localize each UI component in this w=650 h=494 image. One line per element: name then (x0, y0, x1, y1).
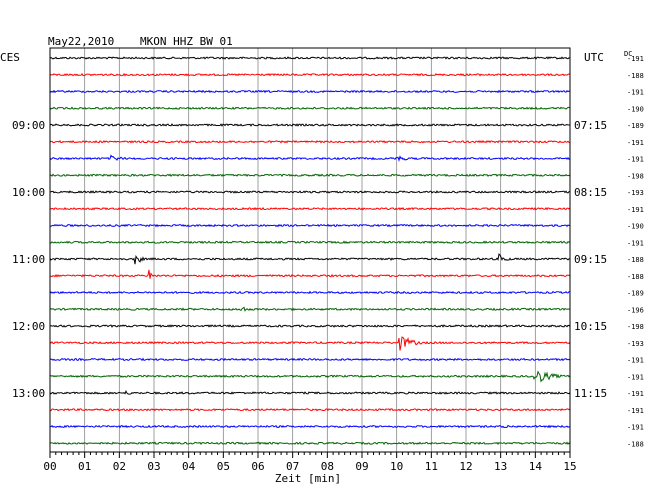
x-tick-label: 08 (321, 460, 334, 473)
utc-hour-label: 08:15 (574, 186, 607, 199)
trace-line (49, 441, 571, 446)
trace-line (49, 290, 571, 295)
trace-line (49, 56, 571, 60)
dc-value: -190 (627, 105, 644, 113)
trace-line (49, 140, 571, 144)
trace-line (49, 190, 571, 194)
trace-line (50, 424, 571, 429)
dc-value: -191 (627, 424, 644, 432)
local-hour-label: 12:00 (12, 320, 45, 333)
local-hour-label: 11:00 (12, 253, 45, 266)
x-tick-label: 15 (563, 460, 576, 473)
x-tick-label: 13 (494, 460, 507, 473)
dc-value: -196 (627, 306, 644, 314)
trace-line (49, 324, 571, 328)
dc-value: -189 (627, 122, 644, 130)
dc-value: -190 (627, 223, 644, 231)
utc-zone-label: UTC (584, 51, 604, 64)
station-label: MKON HHZ BW 01 (140, 35, 233, 48)
date-label: May22,2010 (48, 35, 114, 48)
x-tick-label: 00 (43, 460, 56, 473)
x-tick-label: 10 (390, 460, 403, 473)
utc-hour-label: 09:15 (574, 253, 607, 266)
dc-value: -188 (627, 273, 644, 281)
trace-line (49, 336, 571, 351)
utc-hour-label: 11:15 (574, 387, 607, 400)
dc-value: -188 (627, 72, 644, 80)
label-group: -191 -188 -191 -190 -189 -191 -191 -198 -193 -191… (12, 55, 644, 473)
dc-value: -191 (627, 206, 644, 214)
dc-value: -189 (627, 290, 644, 298)
trace-line (50, 223, 571, 228)
dc-value: -191 (627, 357, 644, 365)
x-tick-label: 11 (425, 460, 438, 473)
trace-line (49, 370, 571, 383)
trace-line (49, 253, 571, 265)
trace-line (49, 306, 571, 312)
local-hour-label: 09:00 (12, 119, 45, 132)
utc-hour-label: 10:15 (574, 320, 607, 333)
x-tick-label: 03 (147, 460, 160, 473)
dc-value: -191 (627, 89, 644, 97)
trace-group (49, 56, 571, 446)
x-tick-label: 05 (217, 460, 230, 473)
x-tick-label: 14 (529, 460, 543, 473)
dc-value: -191 (627, 55, 644, 63)
dc-value: -193 (627, 189, 644, 197)
x-tick-label: 06 (251, 460, 264, 473)
trace-line (49, 173, 571, 178)
dc-value: -191 (627, 239, 644, 247)
local-zone-label: CES (0, 51, 20, 64)
local-hour-label: 10:00 (12, 186, 45, 199)
dc-value: -191 (627, 373, 644, 381)
x-tick-label: 07 (286, 460, 299, 473)
trace-line (49, 89, 571, 94)
x-tick-label: 01 (78, 460, 91, 473)
dc-value: -198 (627, 172, 644, 180)
dc-value: -191 (627, 390, 644, 398)
x-tick-label: 04 (182, 460, 196, 473)
dc-value: -198 (627, 323, 644, 331)
trace-line (49, 154, 571, 162)
x-tick-label: 02 (113, 460, 126, 473)
trace-line (49, 390, 571, 395)
trace-line (49, 269, 571, 279)
local-hour-label: 13:00 (12, 387, 45, 400)
dc-value: -188 (627, 440, 644, 448)
dc-label: DC (624, 50, 632, 58)
dc-value: -188 (627, 256, 644, 264)
grid (49, 48, 571, 458)
dc-value: -191 (627, 156, 644, 164)
dc-value: -191 (627, 407, 644, 415)
x-axis-label: Zeit [min] (275, 472, 341, 485)
x-tick-label: 12 (459, 460, 472, 473)
trace-line (49, 357, 571, 362)
dc-value: -193 (627, 340, 644, 348)
trace-line (49, 206, 571, 211)
utc-hour-label: 07:15 (574, 119, 607, 132)
trace-line (49, 408, 571, 412)
trace-line (49, 72, 570, 77)
trace-line (49, 106, 571, 110)
trace-line (49, 123, 571, 127)
plot-frame (49, 47, 571, 453)
dc-value: -191 (627, 139, 644, 147)
x-tick-label: 09 (355, 460, 368, 473)
trace-line (50, 240, 571, 245)
